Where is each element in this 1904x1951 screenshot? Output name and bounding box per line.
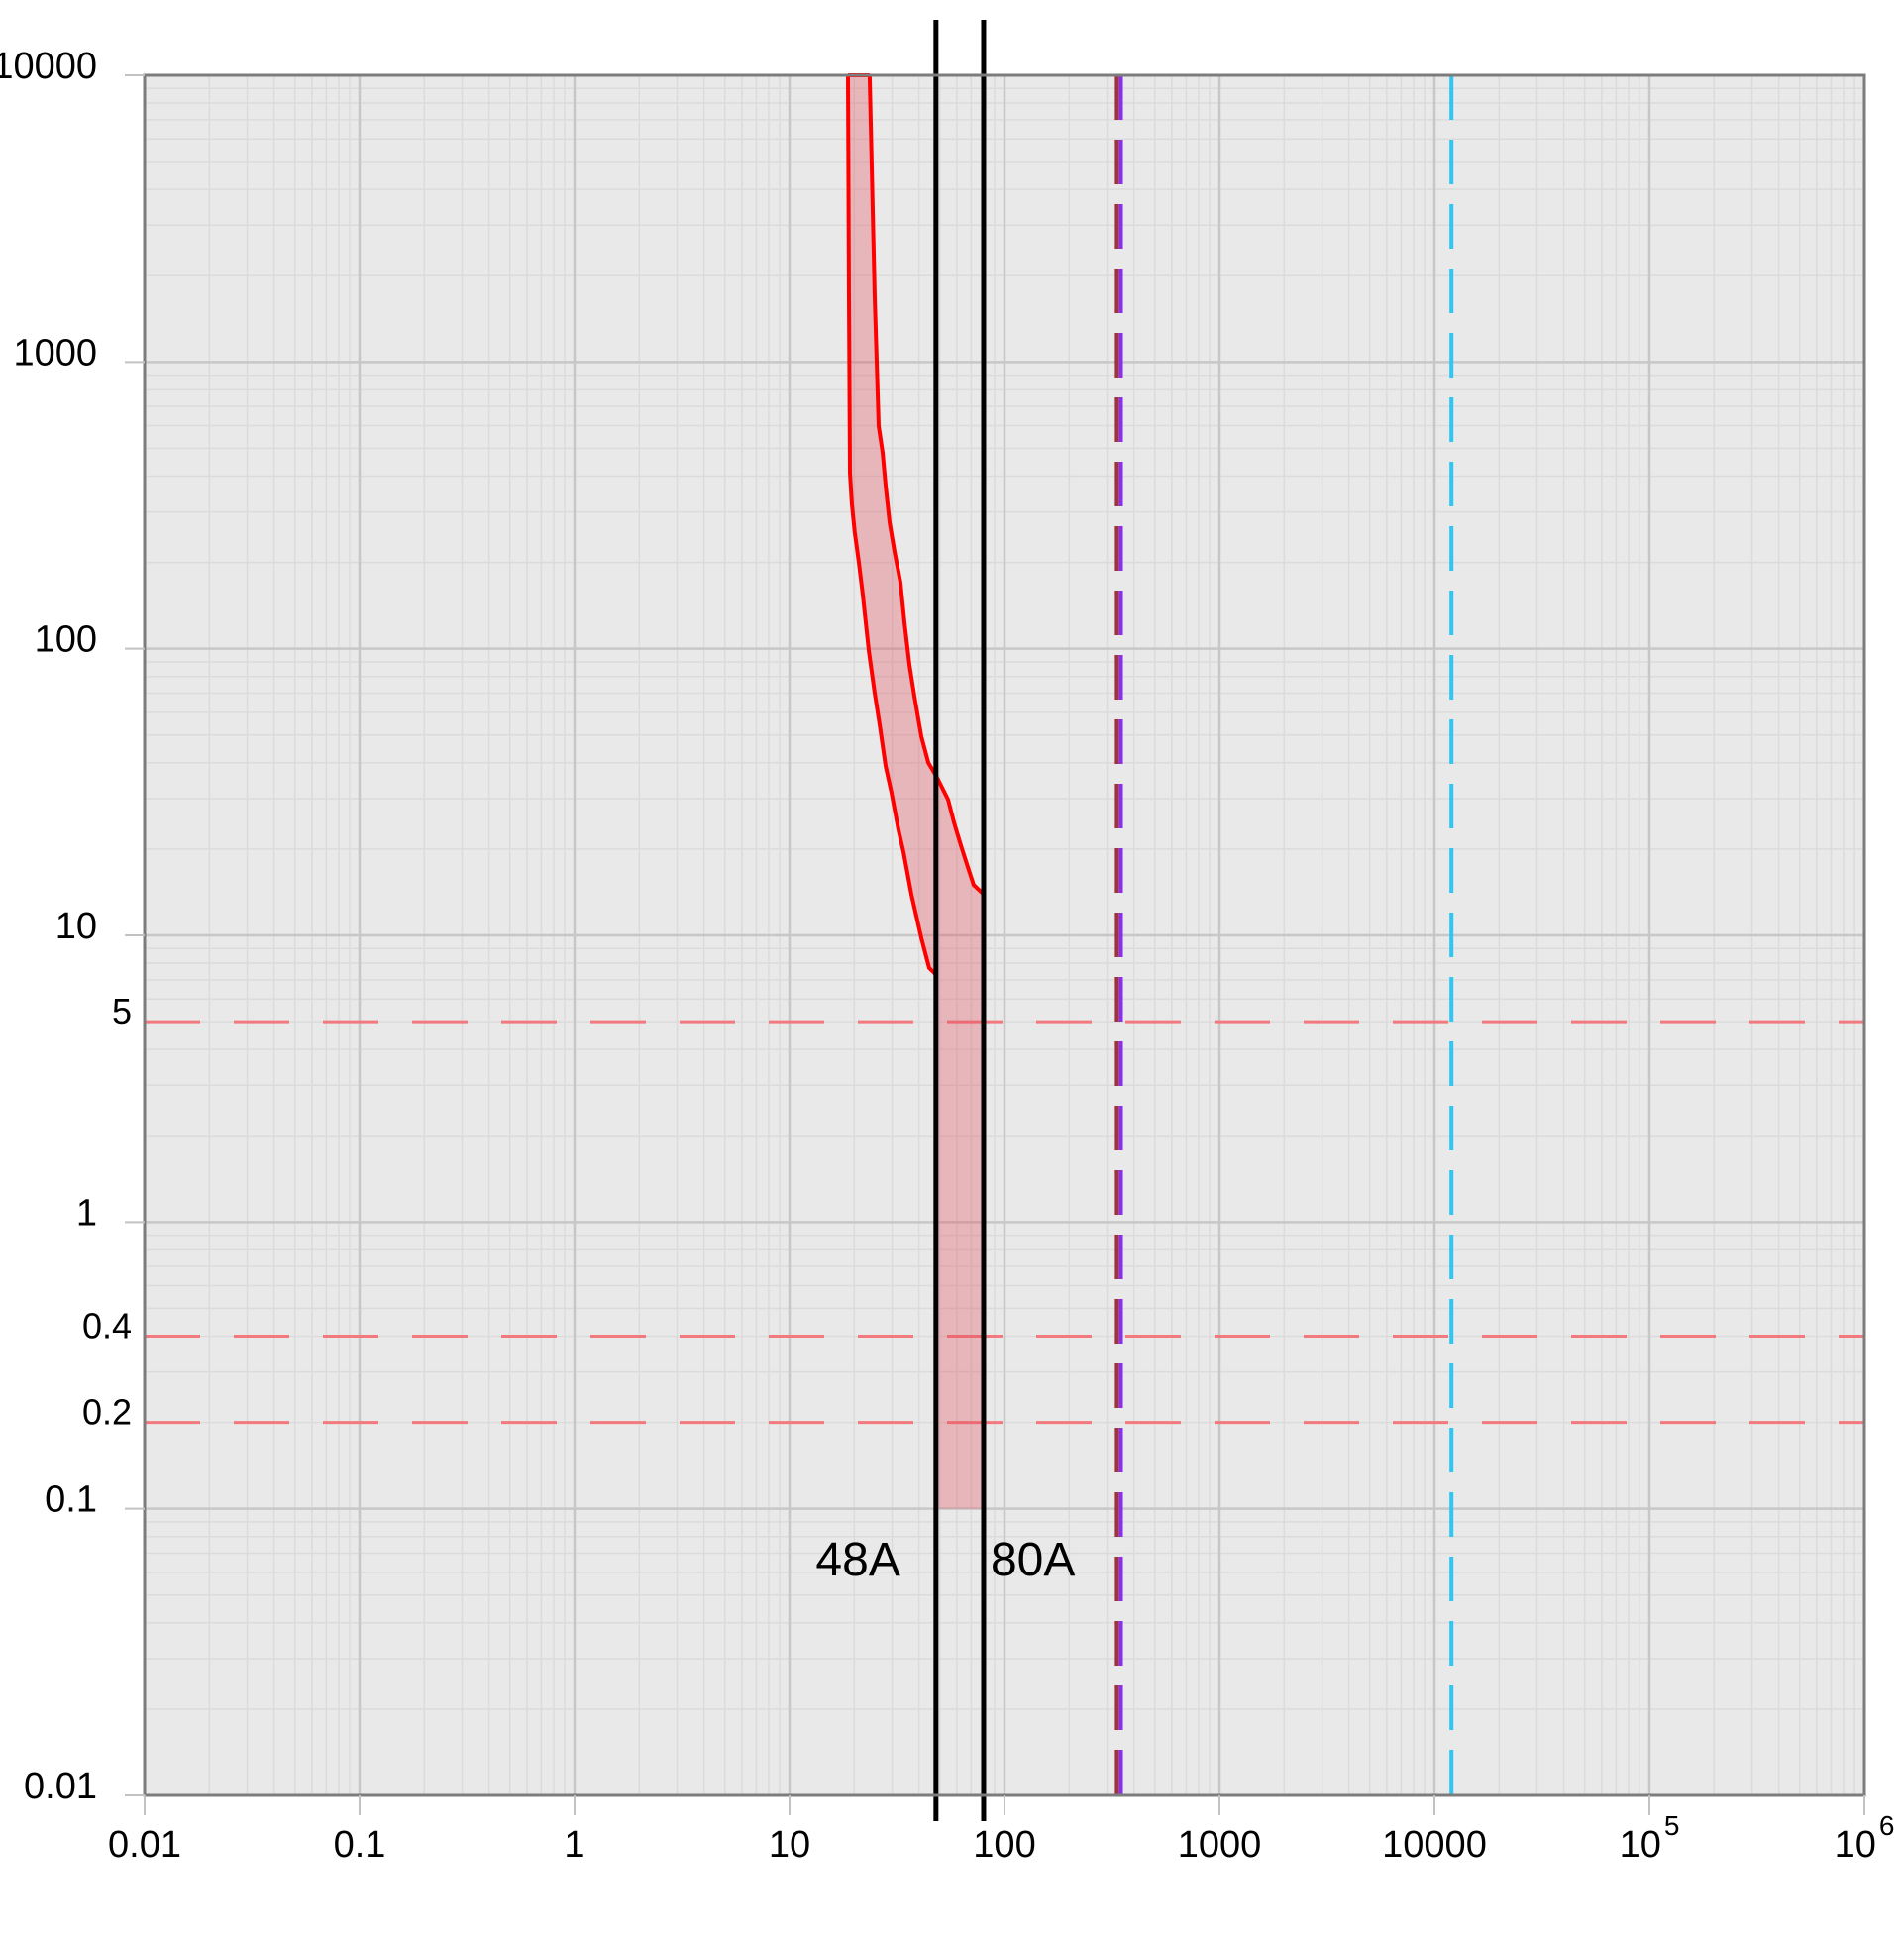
y-axis-tick-label: 10 xyxy=(55,906,97,947)
limit-lines-layer xyxy=(933,20,987,1821)
y-axis-tick-label: 0.1 xyxy=(45,1479,97,1521)
vertical-reference-lines-layer xyxy=(1114,75,1454,1795)
y-axis-tick-label: 1 xyxy=(76,1192,97,1234)
x-axis-tick-label: 1 xyxy=(564,1824,584,1866)
time-reference-label: 0.4 xyxy=(82,1305,132,1346)
x-axis-tick-label: 100 xyxy=(973,1824,1035,1866)
x-axis-tick-label: 0.1 xyxy=(334,1824,386,1866)
axis-labels-layer: 5 0.4 0.2 48A 80A 10000 1000 100 10 1 0.1 0.01 0.01 0… xyxy=(0,46,1894,1866)
y-axis-tick-label: 0.01 xyxy=(24,1766,97,1807)
y-axis-tick-label: 10000 xyxy=(0,46,97,87)
horizontal-reference-lines-layer xyxy=(145,1020,1864,1425)
trip-band-fill xyxy=(848,75,984,1509)
limit-line-label-48a: 48A xyxy=(815,1534,899,1586)
x-axis-tick-label: 1000 xyxy=(1178,1824,1262,1866)
time-reference-label: 0.2 xyxy=(82,1392,132,1433)
x-axis-tick-label: 10000 xyxy=(1382,1824,1487,1866)
y-axis-tick-label: 100 xyxy=(35,619,97,661)
axis-ticks-layer xyxy=(125,74,1865,1815)
x-axis-tick-label: 10 5 xyxy=(1620,1810,1680,1866)
y-axis-tick-label: 1000 xyxy=(13,332,97,374)
limit-line-label-80a: 80A xyxy=(991,1534,1075,1586)
x-axis-tick-label: 10 6 xyxy=(1835,1810,1895,1866)
x-axis-tick-label: 10 xyxy=(769,1824,810,1866)
x-axis-tick-label: 0.01 xyxy=(108,1824,181,1866)
trip-band-right-boundary xyxy=(867,74,986,897)
trip-band-left-boundary xyxy=(846,74,938,976)
time-reference-label: 5 xyxy=(112,991,132,1031)
